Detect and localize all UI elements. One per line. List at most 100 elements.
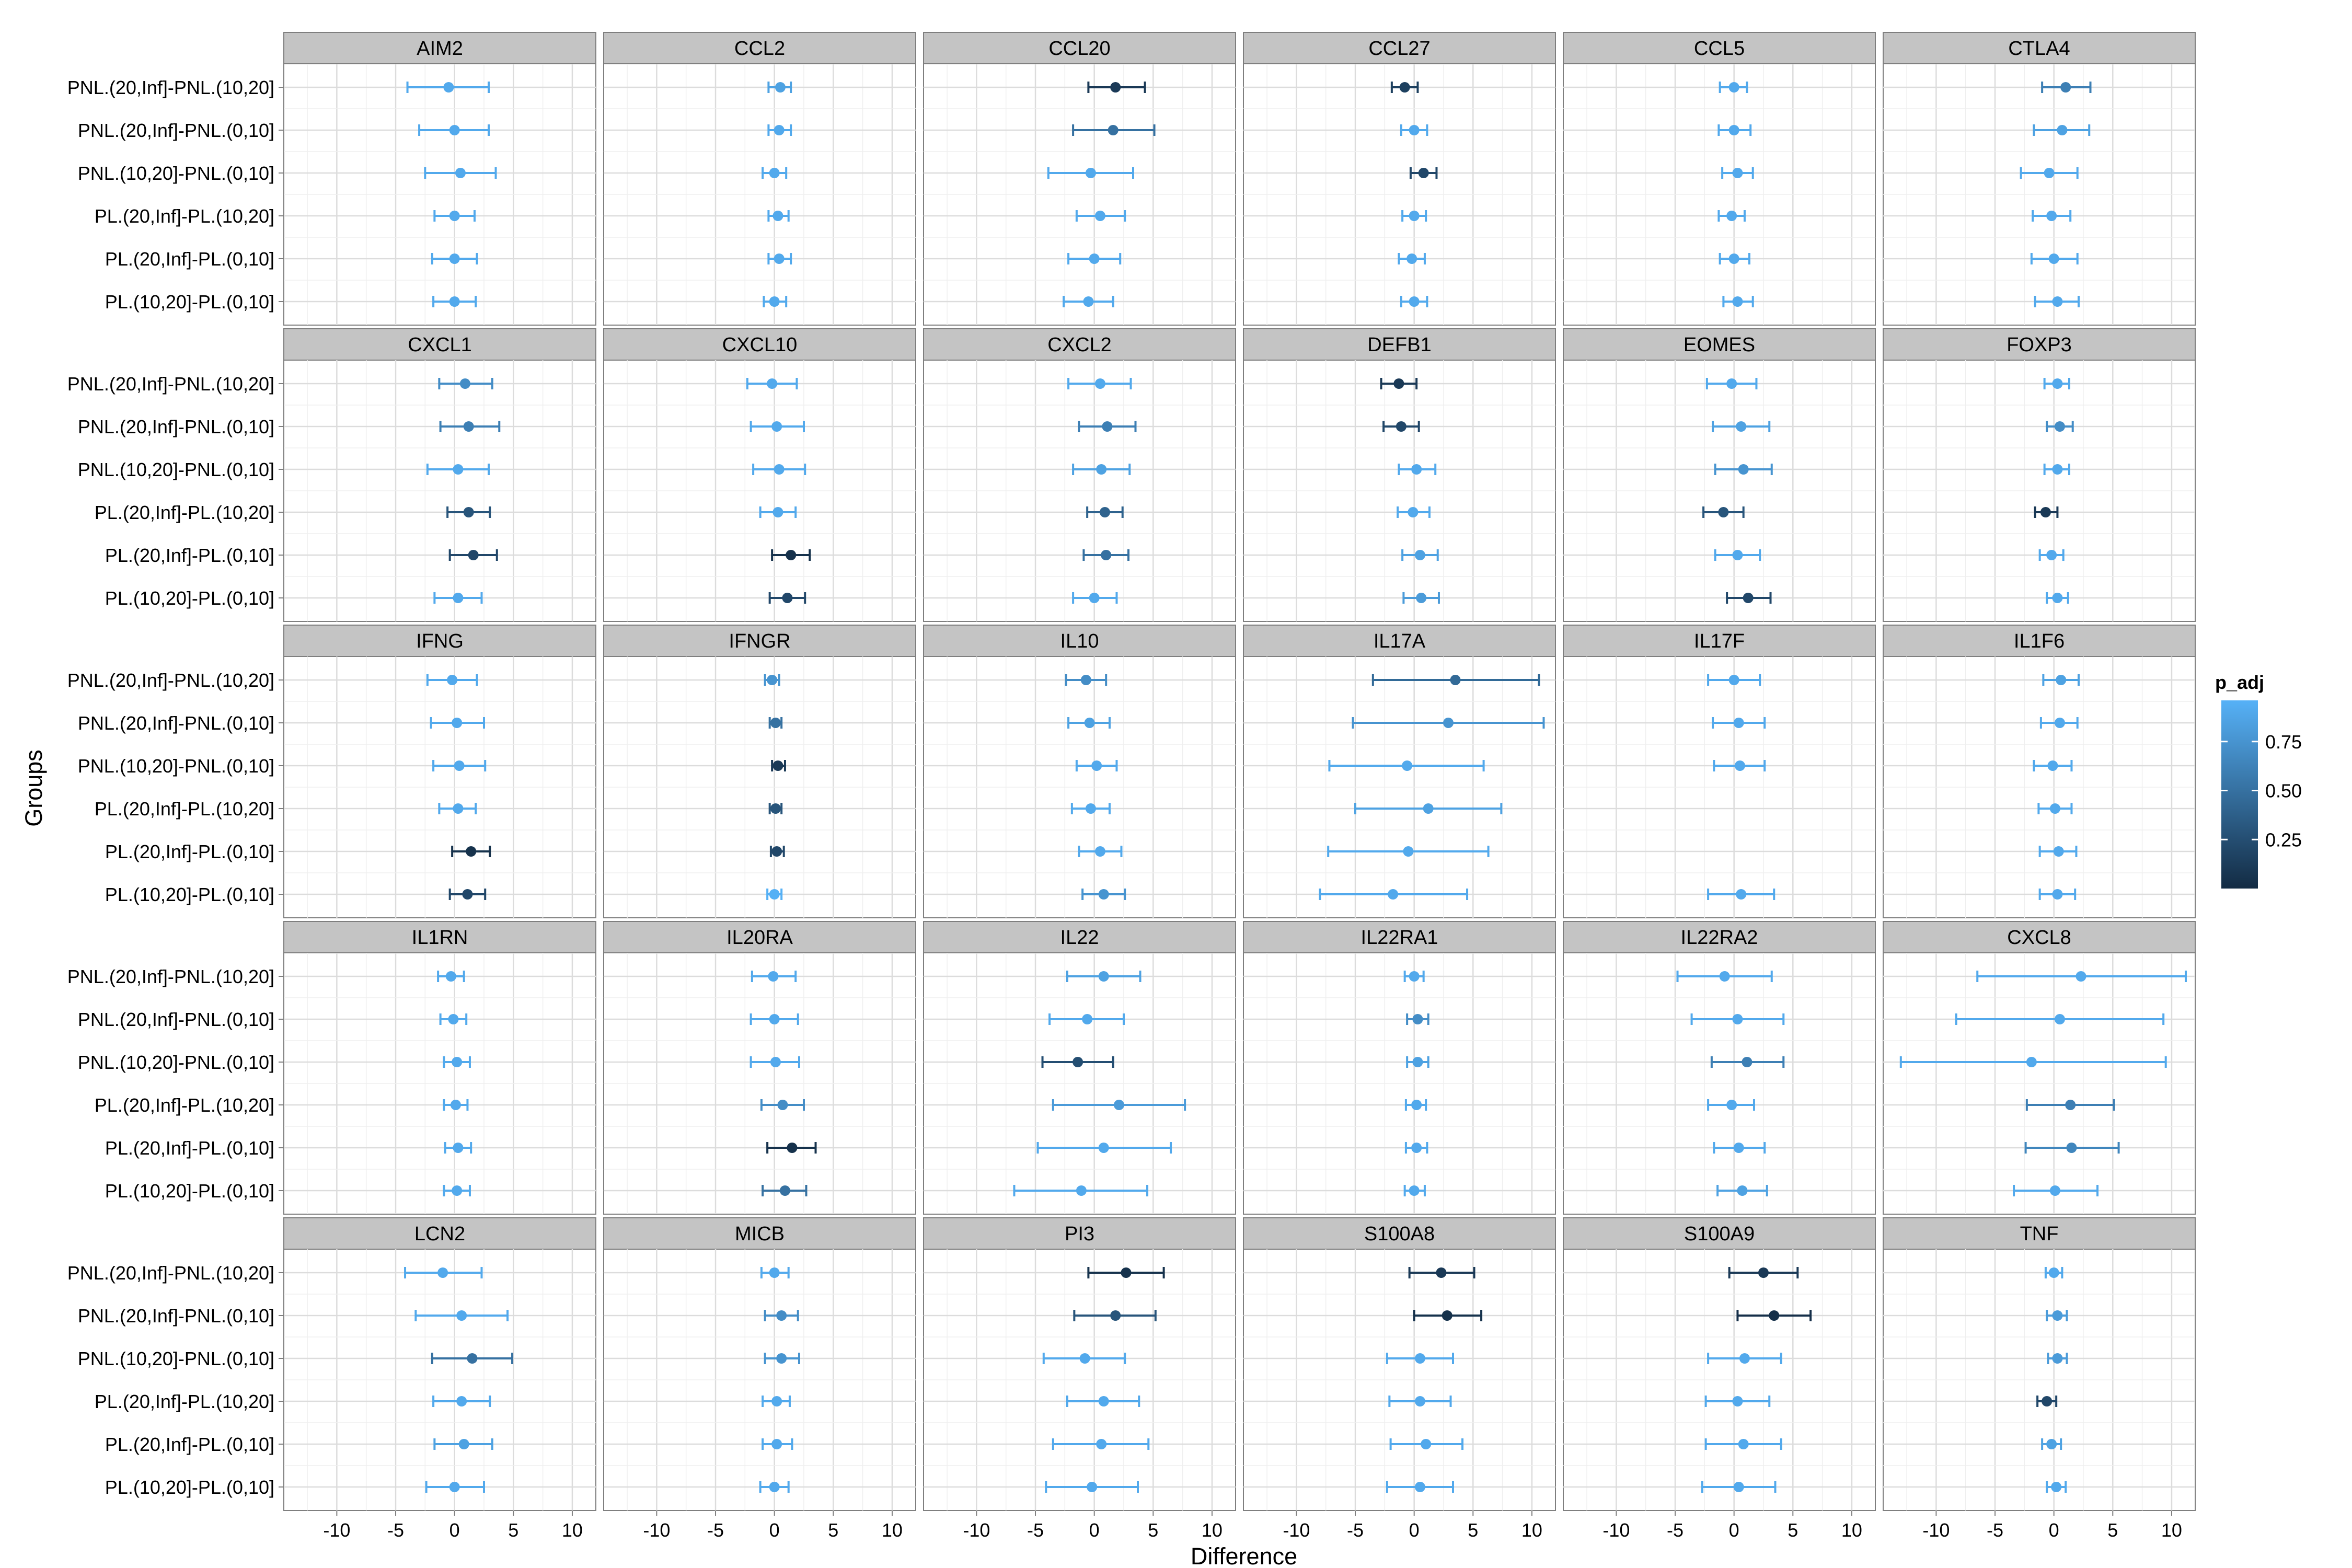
estimate-point — [776, 1353, 787, 1364]
errorbar — [2038, 846, 2078, 857]
errorbar — [766, 889, 783, 900]
estimate-point — [447, 675, 458, 685]
estimate-point — [1719, 971, 1730, 982]
estimate-point — [1388, 889, 1399, 900]
estimate-point — [2054, 718, 2065, 728]
errorbar — [2033, 124, 2091, 136]
errorbar — [759, 506, 797, 518]
y-tick-label: PNL.(20,Inf]-PNL.(0,10] — [78, 416, 274, 437]
estimate-point — [443, 82, 454, 93]
estimate-point — [1098, 1396, 1109, 1406]
panel-strip — [1883, 328, 2196, 361]
panel-title: IL22RA2 — [1681, 927, 1758, 949]
estimate-point — [2048, 1267, 2059, 1278]
errorbar — [1409, 167, 1438, 179]
errorbar — [768, 717, 783, 729]
panel-title: CXCL10 — [722, 334, 798, 356]
estimate-point — [2052, 889, 2063, 900]
errorbar — [1078, 846, 1123, 857]
errorbar — [1072, 124, 1156, 136]
errorbar — [1408, 1267, 1475, 1278]
estimate-point — [769, 296, 780, 307]
errorbar — [1726, 592, 1772, 604]
estimate-point — [1409, 296, 1420, 307]
panel-grid — [284, 656, 596, 918]
errorbar — [2033, 760, 2073, 771]
errorbar — [2030, 253, 2079, 264]
errorbar — [1086, 506, 1124, 518]
errorbar — [437, 971, 465, 982]
errorbar — [764, 1310, 799, 1321]
errorbar — [750, 1056, 800, 1068]
panel-strip — [283, 1217, 596, 1250]
estimate-point — [1726, 1100, 1737, 1110]
y-tick-label: PNL.(10,20]-PNL.(0,10] — [78, 163, 274, 184]
panel-grid — [1243, 953, 1555, 1214]
x-tick-label: 0 — [449, 1519, 460, 1541]
errorbar — [2041, 82, 2092, 93]
errorbar — [1397, 506, 1431, 518]
errorbar — [433, 210, 476, 222]
panel-strip — [603, 32, 916, 64]
panel-grid — [1883, 64, 2195, 325]
estimate-point — [775, 82, 786, 93]
y-tick-label: PL.(20,Inf]-PL.(0,10] — [105, 841, 274, 862]
estimate-point — [1733, 1482, 1744, 1492]
estimate-point — [770, 718, 781, 728]
estimate-point — [1083, 296, 1094, 307]
panel-ifngr: IFNGR — [603, 625, 916, 918]
x-tick-label: -10 — [1283, 1519, 1310, 1541]
errorbar — [1066, 971, 1142, 982]
panel-title: CCL5 — [1694, 38, 1745, 60]
errorbar — [1075, 210, 1126, 222]
errorbar — [1067, 253, 1122, 264]
panel-title: PI3 — [1065, 1223, 1094, 1245]
estimate-point — [1098, 889, 1109, 900]
errorbar — [1976, 971, 2187, 982]
panel-title: AIM2 — [417, 38, 463, 60]
errorbar — [438, 378, 493, 389]
estimate-point — [1085, 168, 1096, 178]
errorbar — [2025, 1099, 2115, 1111]
x-axis-title: Difference — [1191, 1543, 1297, 1568]
panel-il17f: IL17F — [1563, 625, 1876, 918]
estimate-point — [767, 378, 778, 389]
errorbar — [1707, 889, 1775, 900]
panel-grid — [1243, 64, 1555, 325]
panel-title: IL20RA — [727, 927, 793, 949]
estimate-point — [2052, 296, 2063, 307]
estimate-point — [462, 889, 473, 900]
panel-strip — [1883, 1217, 2196, 1250]
estimate-point — [1409, 1185, 1420, 1196]
panel-il1rn: IL1RN PNL.(20,Inf]-PNL.(10,20] PNL.(20,Inf… — [67, 921, 596, 1215]
estimate-point — [1073, 1057, 1083, 1067]
errorbar — [1736, 1310, 1812, 1321]
estimate-point — [1409, 125, 1420, 135]
estimate-point — [1076, 1185, 1087, 1196]
panel-cxcl10: CXCL10 — [603, 328, 916, 622]
errorbar — [1704, 1438, 1782, 1450]
errorbar — [2046, 421, 2074, 432]
errorbar — [1047, 167, 1135, 179]
x-tick-label: -5 — [1347, 1519, 1364, 1541]
panel-grid — [604, 1249, 916, 1511]
estimate-point — [452, 1057, 463, 1067]
errorbar — [762, 1438, 793, 1450]
errorbar — [1078, 421, 1137, 432]
estimate-point — [1728, 125, 1739, 135]
errorbar — [1719, 253, 1750, 264]
errorbar — [1065, 674, 1108, 686]
panel-grid — [284, 64, 596, 325]
errorbar — [433, 1438, 493, 1450]
estimate-point — [1113, 1100, 1124, 1110]
estimate-point — [1411, 464, 1422, 475]
errorbar — [2013, 1185, 2099, 1196]
estimate-point — [777, 1100, 788, 1110]
estimate-point — [1728, 82, 1739, 93]
estimate-point — [1726, 378, 1737, 389]
x-tick-label: 10 — [2161, 1519, 2182, 1541]
estimate-point — [1732, 296, 1743, 307]
estimate-point — [1728, 675, 1739, 685]
errorbar — [433, 592, 483, 604]
